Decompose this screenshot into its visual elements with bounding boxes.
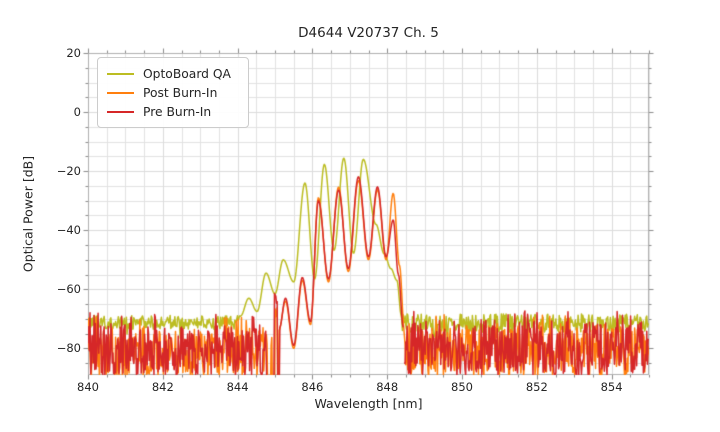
x-tick-label: 850 bbox=[451, 380, 473, 394]
legend-item-pre-burn-in: Pre Burn-In bbox=[107, 102, 238, 121]
x-tick-label: 852 bbox=[525, 380, 548, 394]
x-tick-label: 840 bbox=[77, 380, 99, 394]
y-tick-label: 20 bbox=[66, 46, 81, 60]
x-tick-label: 854 bbox=[600, 380, 623, 394]
legend-item-optoboard-qa: OptoBoard QA bbox=[107, 64, 238, 83]
y-tick-label: −80 bbox=[56, 341, 81, 356]
x-tick-label: 844 bbox=[226, 380, 249, 394]
y-tick-label: 0 bbox=[73, 105, 81, 120]
legend-line-icon bbox=[107, 110, 134, 113]
legend: OptoBoard QA Post Burn-In Pre Burn-In bbox=[97, 57, 249, 128]
x-tick-label: 848 bbox=[376, 380, 399, 394]
legend-line-icon bbox=[107, 72, 134, 75]
y-tick-label: −40 bbox=[56, 223, 81, 238]
x-axis-label: Wavelength [nm] bbox=[314, 396, 423, 411]
y-tick-label: −20 bbox=[56, 164, 81, 179]
x-tick-label: 842 bbox=[151, 380, 174, 394]
legend-label: Post Burn-In bbox=[143, 85, 218, 100]
chart-title: D4644 V20737 Ch. 5 bbox=[298, 25, 439, 41]
legend-item-post-burn-in: Post Burn-In bbox=[107, 83, 238, 102]
legend-line-icon bbox=[107, 91, 134, 94]
y-tick-label: −60 bbox=[56, 282, 81, 297]
x-tick-label: 846 bbox=[301, 380, 324, 394]
legend-label: Pre Burn-In bbox=[143, 104, 212, 119]
legend-label: OptoBoard QA bbox=[143, 66, 231, 81]
